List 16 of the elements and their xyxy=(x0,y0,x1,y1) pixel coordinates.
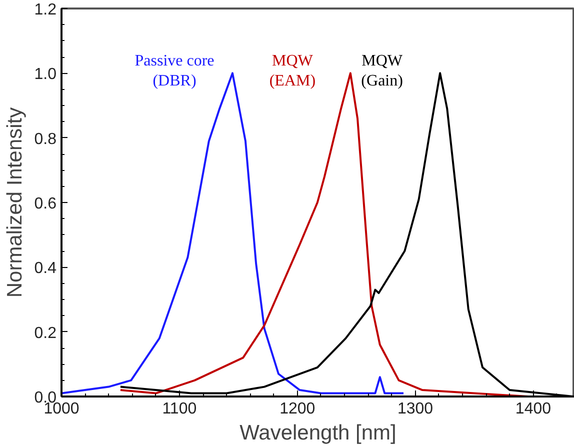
y-tick-label: 1.0 xyxy=(34,66,57,84)
y-axis-title: Normalized Intensity xyxy=(3,106,26,298)
x-tick-label: 1400 xyxy=(515,400,552,418)
x-tick-label: 1300 xyxy=(397,400,434,418)
y-tick-label: 0.8 xyxy=(34,130,57,148)
y-tick-label: 0.4 xyxy=(34,260,57,278)
y-tick-label: 0.6 xyxy=(34,196,57,212)
series-label: Passive core (DBR) xyxy=(134,52,214,90)
line-series xyxy=(62,72,404,394)
x-tick-label: 1100 xyxy=(162,400,197,418)
x-axis-title: Wavelength [nm] xyxy=(240,422,396,444)
series-label: MQW (EAM) xyxy=(269,52,316,90)
y-tick-label: 0.2 xyxy=(34,324,57,342)
text: MQW (Gain) xyxy=(361,52,404,90)
y-tick-label: 1.2 xyxy=(34,2,57,18)
x-tick-label: 1200 xyxy=(280,400,316,418)
